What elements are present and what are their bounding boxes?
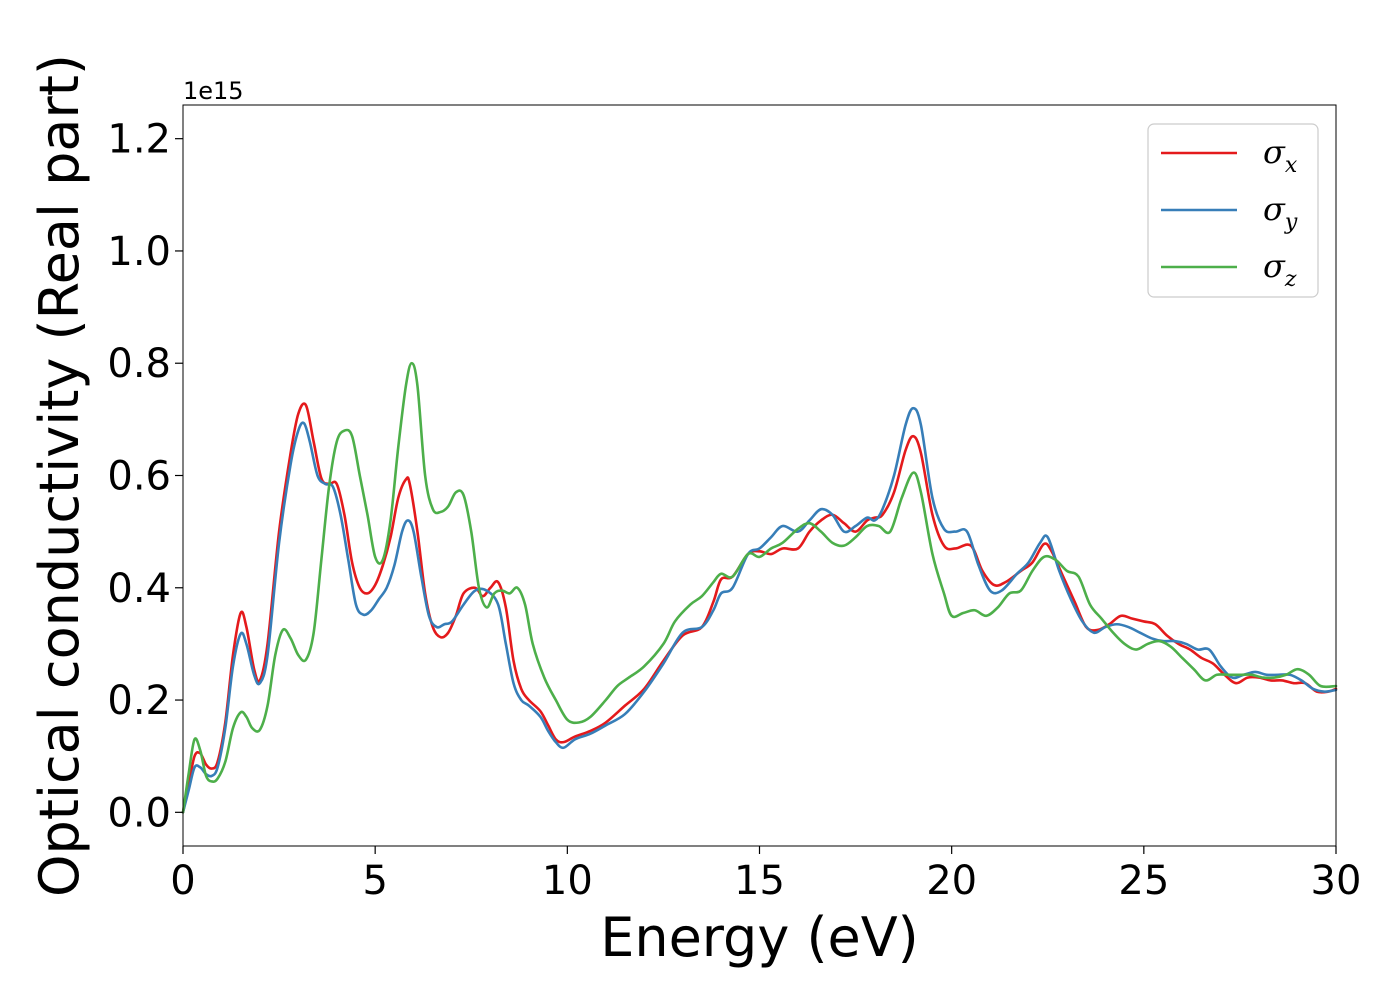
x-tick-label: 5 bbox=[362, 858, 387, 904]
x-tick-label: 10 bbox=[542, 858, 593, 904]
x-axis-label: Energy (eV) bbox=[600, 906, 919, 969]
y-tick-label: 1.2 bbox=[107, 117, 171, 163]
y-tick-label: 0.2 bbox=[107, 678, 171, 724]
y-axis: 0.0 0.2 0.4 0.6 0.8 1.0 1.2 bbox=[107, 117, 183, 836]
legend-label-y: σy bbox=[1263, 190, 1298, 235]
y-tick-label: 0.8 bbox=[107, 341, 171, 387]
x-tick-label: 0 bbox=[170, 858, 195, 904]
y-axis-label: Optical conductivity (Real part) bbox=[28, 54, 91, 897]
x-tick-label: 20 bbox=[926, 858, 977, 904]
y-offset-label: 1e15 bbox=[183, 77, 244, 105]
x-tick-label: 30 bbox=[1311, 858, 1362, 904]
series-line-y bbox=[181, 406, 1338, 814]
y-tick-label: 0.6 bbox=[107, 454, 171, 500]
x-tick-label: 25 bbox=[1118, 858, 1169, 904]
legend: σx σy σz bbox=[1147, 123, 1319, 298]
y-tick-label: 0.4 bbox=[107, 566, 171, 612]
x-tick-label: 15 bbox=[734, 858, 785, 904]
y-tick-label: 1.0 bbox=[107, 229, 171, 275]
x-axis: 0 5 10 15 20 25 30 bbox=[170, 846, 1361, 904]
y-tick-label: 0.0 bbox=[107, 790, 171, 836]
series-line-z bbox=[181, 361, 1338, 814]
series-layer bbox=[181, 361, 1338, 814]
legend-label-x: σx bbox=[1263, 133, 1298, 178]
legend-label-z: σz bbox=[1263, 247, 1297, 292]
